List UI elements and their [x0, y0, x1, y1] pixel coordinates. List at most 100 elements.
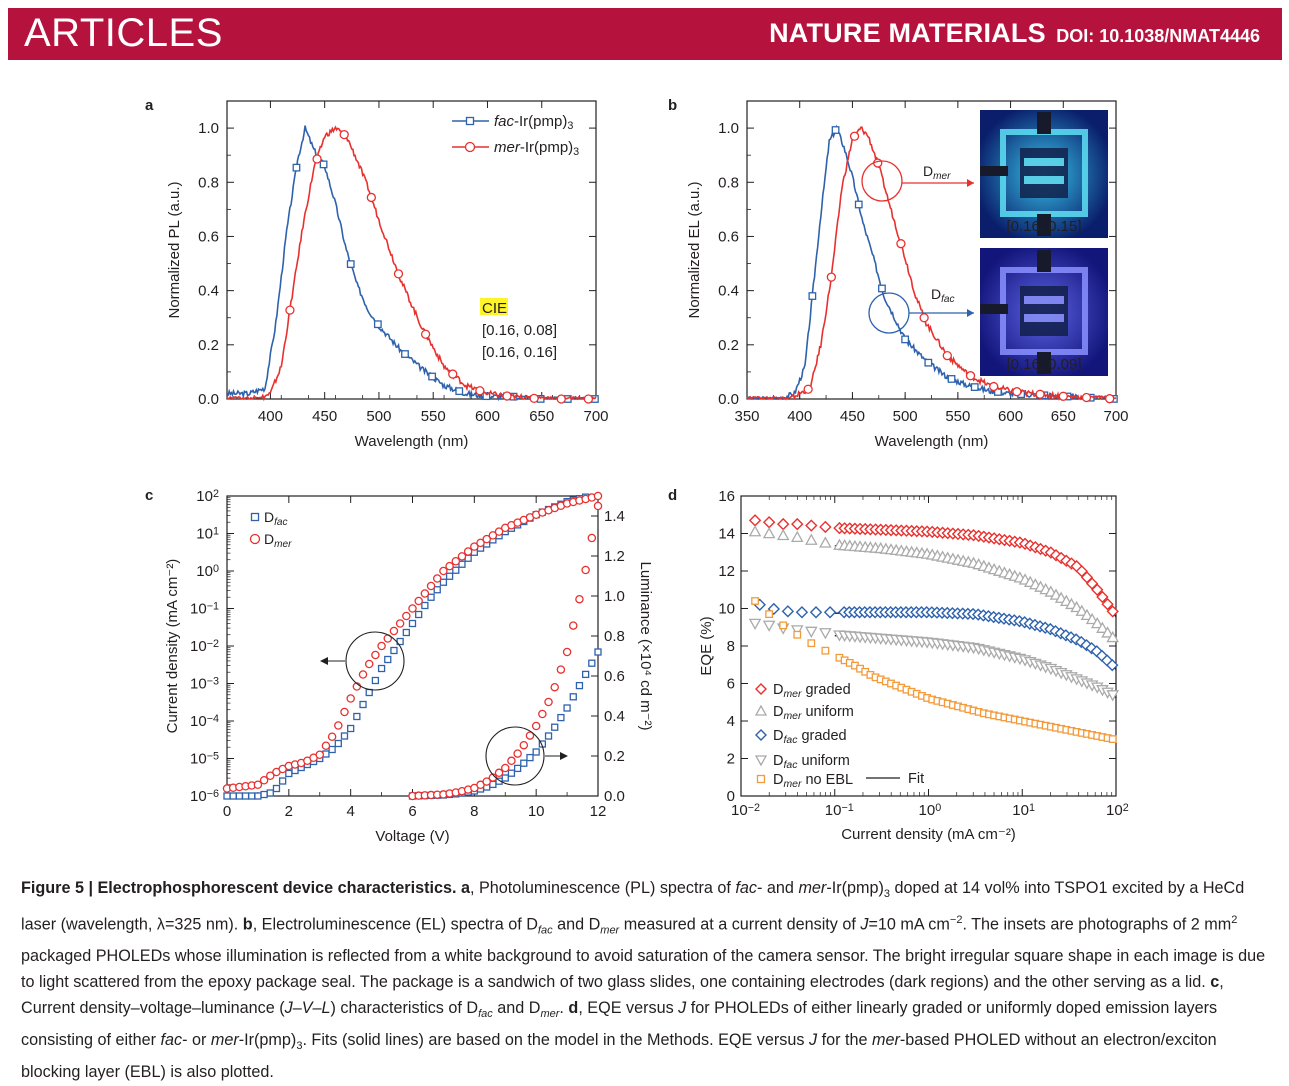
data-point	[353, 712, 361, 721]
caption-segment: doped at 14 vol% into TSPO1 excited by a…	[21, 879, 1245, 934]
data-point	[259, 776, 269, 785]
caption-segment: packaged PHOLEDs whose illumination is r…	[21, 947, 1266, 992]
data-point	[1081, 392, 1092, 403]
data-point	[433, 586, 441, 594]
data-point	[445, 572, 454, 580]
label-part: −2	[207, 638, 219, 650]
label-part: 10	[190, 751, 207, 768]
label-part: −6	[207, 788, 219, 800]
data-point	[791, 517, 804, 531]
data-point	[513, 749, 522, 758]
label-part: uniform	[801, 704, 853, 720]
data-point	[821, 646, 830, 655]
data-point	[373, 320, 382, 329]
caption-segment: for the	[817, 1031, 872, 1050]
series-Dfac graded	[753, 598, 1119, 672]
lead	[980, 166, 1008, 176]
data-point	[1106, 630, 1120, 643]
data-point	[488, 531, 498, 540]
caption-segment: a	[460, 879, 470, 897]
dmer-label: Dmer	[923, 163, 951, 182]
data-point	[371, 650, 380, 660]
data-point	[248, 792, 256, 800]
data-point	[1080, 638, 1093, 652]
data-point	[1012, 387, 1022, 397]
label-part: D	[923, 163, 933, 179]
data-point	[538, 709, 547, 719]
arrow-head	[320, 657, 328, 665]
x-tick-label: 10−1	[825, 802, 854, 819]
data-point	[587, 533, 597, 543]
data-point	[795, 606, 809, 619]
legend-marker	[755, 729, 767, 741]
cie-title: CIE	[482, 300, 507, 317]
y-tick-label: 6	[727, 676, 735, 693]
legend-label: Dfac	[264, 509, 288, 528]
highlight	[480, 298, 508, 315]
data-point	[347, 724, 355, 733]
caption-segment: J	[809, 1031, 818, 1050]
data-point	[334, 721, 343, 730]
callout-circle	[861, 160, 903, 202]
data-point	[319, 160, 328, 169]
y-tick-label: 10−2	[190, 638, 219, 655]
label-part: D	[773, 704, 783, 720]
data-point	[1075, 604, 1089, 616]
data-point	[965, 371, 976, 381]
label-part: 10	[196, 526, 213, 543]
caption-segment: -Ir(pmp)	[826, 879, 884, 897]
legend-label: fac-Ir(pmp)3	[494, 113, 573, 132]
label-part: D	[264, 509, 274, 525]
data-point	[448, 369, 458, 379]
label-part: −5	[207, 751, 219, 763]
data-point	[1096, 590, 1109, 604]
data-point	[878, 284, 886, 293]
caption-segment: fac	[537, 924, 553, 937]
label-part: 10	[190, 788, 207, 805]
data-point	[415, 610, 423, 619]
caption-segment: . The insets are photographs of 2 mm	[962, 915, 1232, 934]
data-point	[781, 605, 795, 618]
y-tick-label: 0.8	[718, 174, 739, 191]
caption-segment: J	[678, 999, 687, 1018]
data-point	[544, 732, 553, 740]
data-point	[1106, 658, 1119, 672]
data-point	[482, 777, 491, 786]
x-axis-label: Wavelength (nm)	[355, 433, 469, 450]
label-part: 1	[213, 526, 219, 538]
data-point	[1105, 394, 1115, 404]
x-tick-label: 400	[787, 408, 812, 425]
data-point	[1106, 690, 1120, 702]
label-part: fac	[494, 113, 515, 130]
data-point	[402, 611, 411, 621]
caption-segment: mer	[798, 879, 827, 897]
caption-segment: =10 mA cm	[868, 915, 950, 934]
label-part: −3	[207, 676, 219, 688]
y-tick-label: 101	[196, 526, 219, 543]
data-point	[402, 628, 410, 637]
caption-segment: c	[1210, 973, 1220, 992]
data-point	[428, 372, 437, 381]
x-tick-label: 101	[1012, 802, 1035, 819]
caption-segment: mer	[210, 1031, 239, 1050]
data-point	[1101, 597, 1114, 611]
legend-label: Dmer	[264, 531, 292, 550]
data-point	[253, 780, 263, 790]
pixel	[1024, 314, 1064, 322]
x-tick-label: 102	[1106, 802, 1129, 819]
data-point	[377, 664, 386, 673]
caption-segment: mer	[871, 1031, 900, 1050]
data-point	[334, 739, 342, 748]
data-point	[470, 542, 479, 551]
data-point	[502, 391, 512, 401]
y-tick-label: 16	[718, 488, 735, 505]
label-part: -Ir(pmp)	[514, 113, 567, 130]
y-tick-label: 8	[727, 638, 735, 655]
data-point	[526, 753, 534, 762]
label-part: 10	[825, 802, 842, 819]
data-point	[455, 387, 464, 396]
data-point	[266, 789, 274, 797]
data-point	[285, 305, 295, 315]
data-point	[452, 566, 460, 574]
data-point	[594, 648, 602, 656]
